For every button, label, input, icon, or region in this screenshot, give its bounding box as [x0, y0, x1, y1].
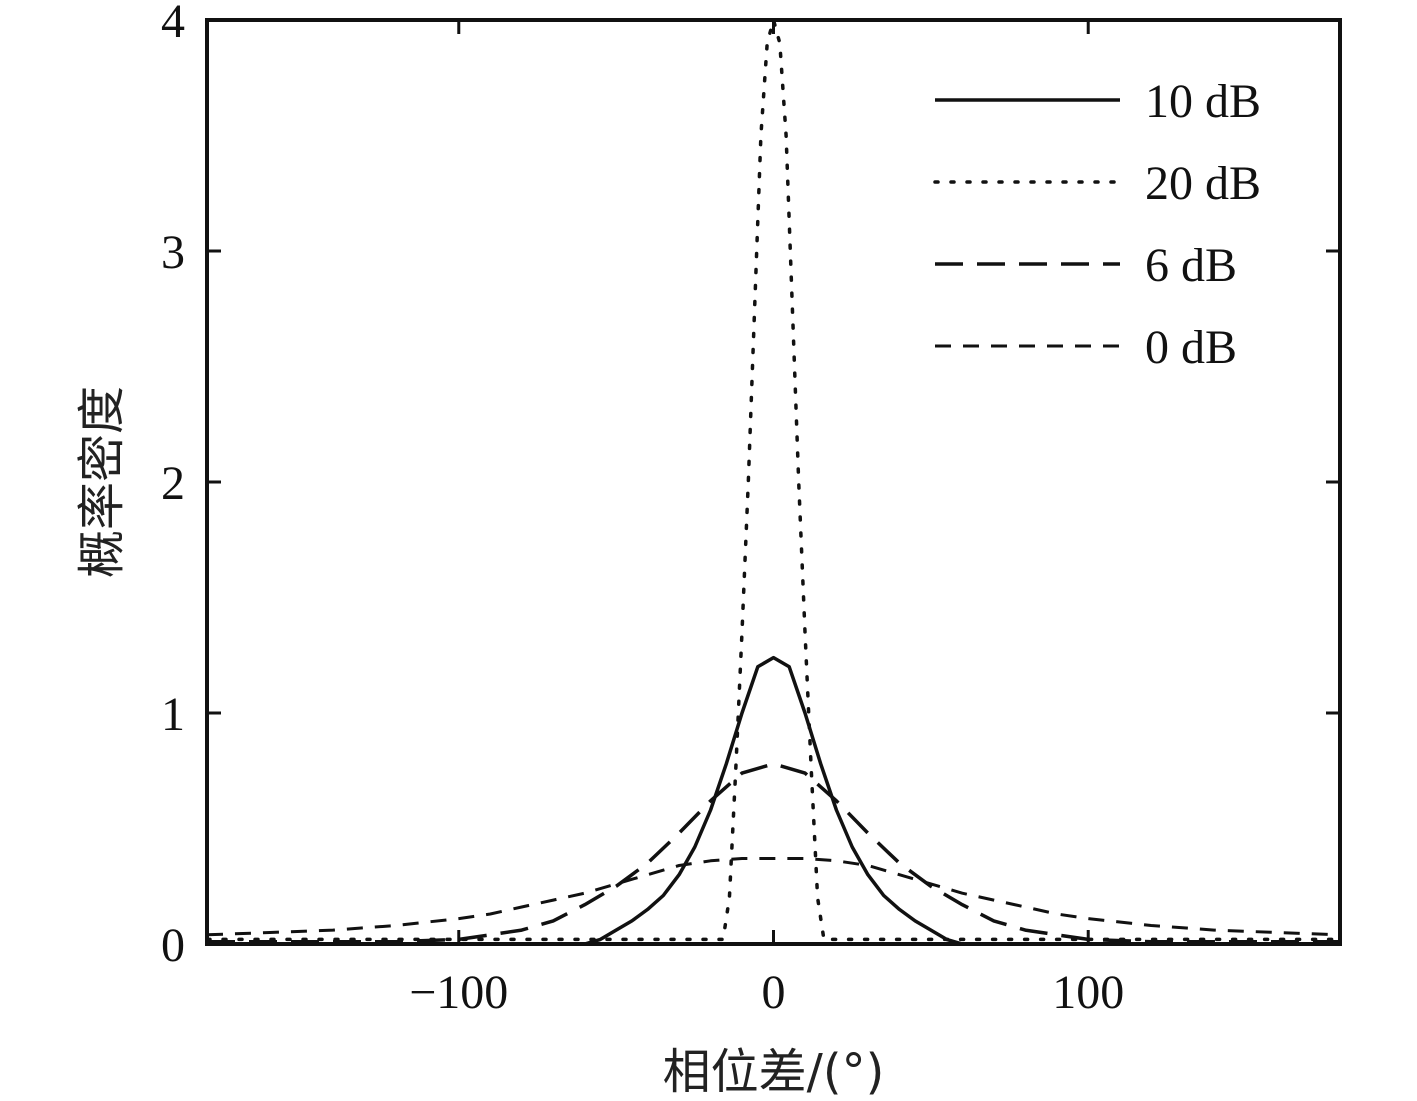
series-line-2: [207, 762, 1340, 944]
legend-label-1: 20 dB: [1145, 157, 1261, 210]
plot-lines: [205, 18, 1342, 946]
legend-label-2: 6 dB: [1145, 239, 1237, 292]
y-tick-label: 1: [161, 688, 185, 741]
y-tick-label: 2: [161, 457, 185, 510]
legend: 10 dB 20 dB 6 dB 0 dB: [933, 75, 1261, 374]
x-tick-label: 0: [762, 966, 786, 1019]
y-axis-label: 概率密度: [74, 386, 130, 578]
axis-ticks: −100 0 100 0 1 2 3 4: [161, 0, 1340, 1019]
x-tick-label: 100: [1052, 966, 1124, 1019]
series-line-3: [206, 857, 1341, 937]
y-tick-label: 0: [161, 919, 185, 972]
series-line-0: [207, 655, 1340, 946]
legend-label-0: 10 dB: [1145, 75, 1261, 128]
legend-label-3: 0 dB: [1145, 321, 1237, 374]
x-tick-label: −100: [409, 966, 508, 1019]
y-tick-label: 4: [161, 0, 185, 48]
y-tick-label: 3: [161, 226, 185, 279]
x-axis-label: 相位差/(°): [663, 1044, 885, 1100]
